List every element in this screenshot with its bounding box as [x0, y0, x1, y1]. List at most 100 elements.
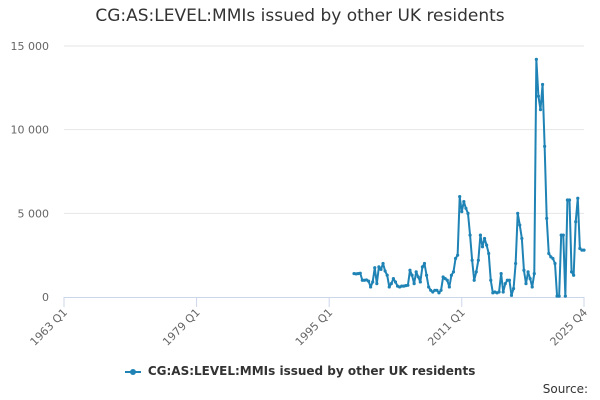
data-point[interactable]: [458, 195, 462, 199]
data-point[interactable]: [385, 273, 389, 277]
x-axis: [63, 297, 585, 307]
data-point[interactable]: [507, 278, 512, 282]
data-point[interactable]: [543, 144, 547, 148]
data-point[interactable]: [447, 285, 451, 289]
data-point[interactable]: [536, 94, 541, 98]
data-point[interactable]: [576, 196, 580, 200]
data-point[interactable]: [462, 200, 466, 204]
data-point[interactable]: [509, 293, 514, 297]
data-point[interactable]: [538, 107, 543, 112]
data-point[interactable]: [511, 287, 516, 291]
data-point[interactable]: [545, 216, 549, 220]
data-point[interactable]: [424, 273, 429, 277]
data-point[interactable]: [557, 294, 561, 298]
data-point[interactable]: [393, 280, 398, 284]
data-point[interactable]: [489, 278, 493, 282]
data-point[interactable]: [470, 258, 474, 262]
data-point[interactable]: [563, 294, 567, 298]
x-tick-label: 1963 Q1: [28, 306, 71, 349]
data-point[interactable]: [427, 285, 431, 289]
data-point[interactable]: [418, 280, 422, 284]
data-point[interactable]: [420, 265, 425, 269]
y-tick-label: 0: [42, 291, 49, 304]
data-point[interactable]: [464, 206, 468, 210]
data-point[interactable]: [503, 282, 507, 286]
data-point[interactable]: [572, 273, 576, 277]
data-point[interactable]: [381, 261, 385, 266]
data-point[interactable]: [439, 288, 443, 292]
data-point[interactable]: [445, 278, 449, 282]
data-point[interactable]: [366, 279, 371, 283]
data-point[interactable]: [437, 291, 441, 295]
data-point[interactable]: [501, 290, 505, 294]
data-point[interactable]: [497, 290, 501, 294]
data-point[interactable]: [582, 248, 586, 252]
data-point[interactable]: [540, 82, 545, 87]
data-point[interactable]: [379, 267, 383, 271]
data-point[interactable]: [574, 220, 578, 224]
data-point[interactable]: [514, 261, 518, 266]
data-point[interactable]: [416, 275, 420, 279]
data-point[interactable]: [358, 271, 362, 275]
data-point[interactable]: [520, 236, 524, 241]
data-point[interactable]: [534, 57, 538, 61]
y-axis-labels: 0 5 000 10 000 15 000: [11, 40, 50, 304]
legend-series-marker-icon: [124, 368, 141, 376]
data-point[interactable]: [482, 236, 487, 241]
data-point[interactable]: [530, 285, 534, 289]
x-tick-label: 2025 Q4: [548, 306, 591, 349]
data-point[interactable]: [451, 270, 456, 274]
data-point[interactable]: [526, 270, 530, 274]
data-point[interactable]: [547, 251, 551, 256]
data-point[interactable]: [410, 273, 414, 277]
data-point[interactable]: [408, 268, 412, 272]
data-point[interactable]: [453, 256, 458, 261]
data-point[interactable]: [474, 270, 478, 274]
data-point[interactable]: [487, 251, 491, 256]
x-tick-label: 2011 Q1: [425, 306, 468, 349]
data-point[interactable]: [518, 223, 522, 227]
data-point[interactable]: [387, 285, 391, 289]
data-point[interactable]: [472, 278, 476, 282]
data-point[interactable]: [528, 276, 532, 281]
data-point[interactable]: [371, 280, 375, 284]
data-point[interactable]: [553, 261, 557, 266]
series-line[interactable]: [353, 58, 585, 298]
data-point[interactable]: [456, 253, 460, 257]
data-point[interactable]: [414, 270, 418, 274]
data-point[interactable]: [377, 265, 381, 269]
x-tick-label: 1979 Q1: [160, 306, 203, 349]
data-point[interactable]: [480, 245, 485, 249]
data-point[interactable]: [522, 268, 526, 272]
chart-credits[interactable]: Source:: [542, 382, 588, 396]
data-point[interactable]: [567, 198, 572, 202]
data-point[interactable]: [466, 211, 470, 215]
data-point[interactable]: [391, 276, 395, 281]
data-point[interactable]: [499, 271, 503, 276]
data-point[interactable]: [569, 270, 574, 274]
data-point[interactable]: [516, 211, 520, 215]
data-point[interactable]: [524, 282, 528, 286]
data-point[interactable]: [389, 282, 393, 286]
data-point[interactable]: [369, 285, 373, 289]
grid-lines: [64, 45, 584, 214]
data-point[interactable]: [422, 261, 427, 266]
data-point[interactable]: [449, 273, 454, 277]
data-point[interactable]: [551, 256, 555, 261]
data-point[interactable]: [532, 271, 536, 276]
data-point[interactable]: [561, 233, 565, 237]
data-point[interactable]: [412, 282, 416, 286]
data-point[interactable]: [460, 210, 464, 214]
data-point[interactable]: [435, 288, 439, 292]
data-point[interactable]: [373, 266, 377, 270]
data-point[interactable]: [375, 282, 379, 286]
chart-legend[interactable]: CG:AS:LEVEL:MMIs issued by other UK resi…: [0, 364, 600, 378]
y-tick-label: 15 000: [11, 40, 50, 53]
data-point[interactable]: [468, 233, 472, 237]
data-point[interactable]: [478, 233, 483, 237]
data-point[interactable]: [485, 243, 489, 247]
data-point[interactable]: [476, 258, 480, 262]
data-point[interactable]: [406, 283, 410, 287]
y-tick-label: 10 000: [11, 124, 50, 137]
data-point[interactable]: [383, 269, 387, 273]
